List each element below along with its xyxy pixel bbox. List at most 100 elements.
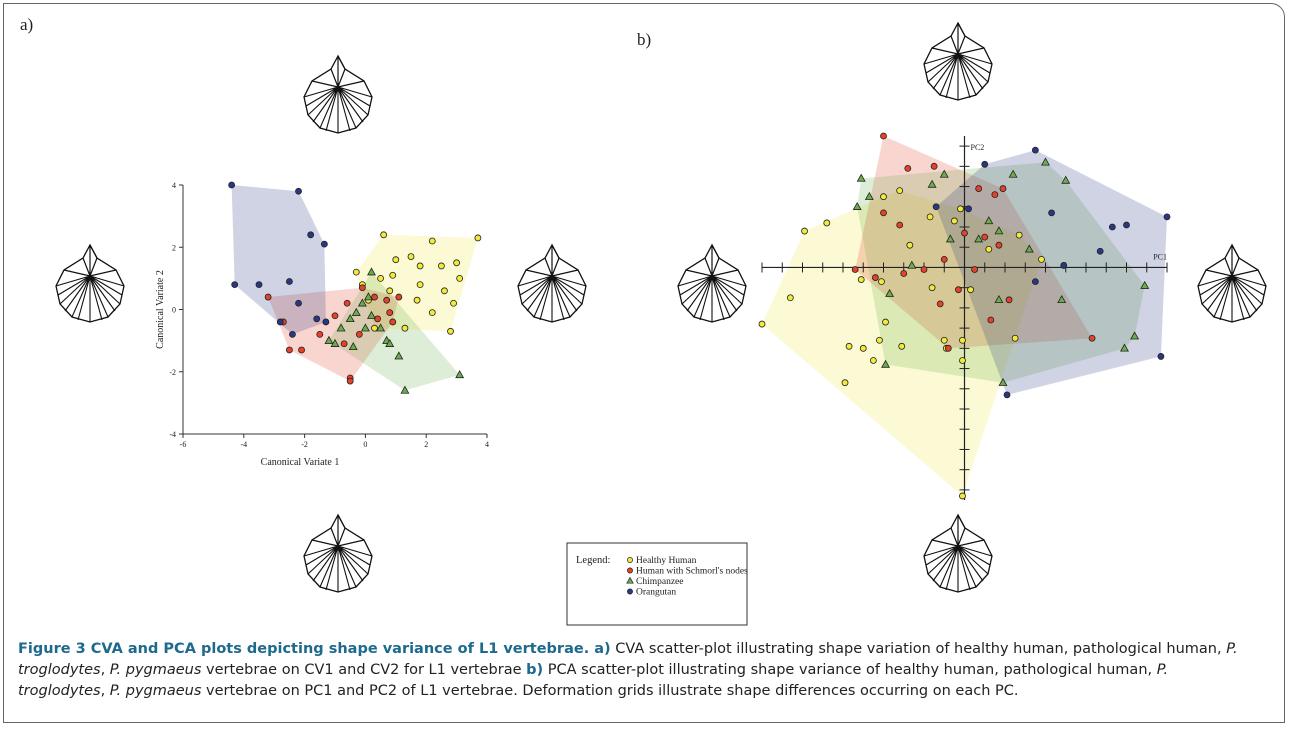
point [984, 216, 994, 225]
point [930, 162, 938, 170]
deformation-grid [677, 244, 747, 323]
point [407, 253, 415, 260]
point [907, 260, 917, 269]
point [880, 193, 887, 201]
point [940, 336, 948, 344]
deformation-grid [923, 22, 993, 101]
point [859, 344, 867, 352]
point [994, 226, 1004, 235]
y-tick-label: 2 [172, 243, 176, 252]
point [801, 227, 808, 235]
point [1031, 146, 1039, 154]
y-tick-label: 0 [172, 306, 176, 315]
point [906, 241, 914, 249]
point [324, 335, 334, 344]
point [758, 320, 766, 328]
x-axis-label: Canonical Variate 1 [261, 457, 340, 468]
point [322, 318, 330, 326]
point [959, 492, 966, 500]
point [881, 359, 891, 368]
point [961, 229, 968, 237]
point [395, 293, 403, 301]
point [920, 266, 928, 273]
point [340, 340, 348, 348]
y-tick-label: 4 [172, 181, 176, 190]
legend-label: Human with Schmorl's nodes [636, 567, 748, 577]
point [1140, 280, 1150, 289]
legend-label: Orangutan [636, 588, 676, 598]
caption-text: , [100, 662, 110, 678]
point [455, 370, 465, 379]
point [851, 266, 859, 273]
deformation-grid [517, 244, 587, 323]
caption-text: P. pygmaeus [109, 662, 202, 678]
point [878, 278, 885, 286]
point [316, 330, 324, 338]
point [945, 234, 955, 243]
point [474, 234, 482, 242]
point [959, 357, 966, 364]
caption-text: P. troglodytes [18, 662, 1169, 699]
point [898, 342, 906, 350]
point [896, 187, 904, 195]
point [823, 219, 831, 227]
legend-marker [627, 557, 633, 563]
point [1096, 247, 1104, 255]
point [845, 342, 853, 350]
caption-text: vertebrae on PC1 and PC2 of L1 vertebrae… [201, 683, 1019, 699]
legend-box [566, 542, 748, 626]
point [345, 314, 355, 323]
point [389, 318, 397, 326]
legend-marker [627, 567, 633, 574]
point [965, 205, 972, 213]
point [231, 281, 239, 289]
point [376, 323, 386, 332]
point [995, 241, 1003, 249]
point [1130, 331, 1140, 340]
legend-label: Healthy Human [636, 556, 697, 566]
point [1119, 343, 1129, 352]
point [428, 309, 436, 317]
point [447, 327, 454, 335]
caption-text: Figure 3 CVA and PCA plots depicting sha… [18, 641, 611, 657]
point [357, 298, 367, 307]
point [366, 310, 376, 319]
point [1003, 391, 1011, 399]
group-hull [936, 150, 1167, 395]
point [366, 267, 376, 276]
point [358, 284, 366, 292]
point [441, 287, 448, 295]
point [959, 336, 966, 344]
point [453, 259, 461, 267]
point [857, 276, 865, 283]
point [944, 344, 952, 352]
point [880, 209, 887, 217]
point [994, 294, 1004, 304]
point [363, 292, 373, 301]
point [1123, 221, 1130, 229]
panel-label: b) [637, 30, 651, 49]
point [428, 237, 436, 245]
point [900, 270, 908, 277]
deformation-grid [923, 514, 993, 593]
point [298, 346, 305, 354]
point [392, 256, 400, 264]
y-axis-label: Canonical Variate 2 [155, 270, 166, 349]
point [1008, 169, 1018, 178]
point [351, 307, 361, 316]
point [1057, 294, 1067, 304]
panel-label: a) [20, 15, 33, 34]
point [331, 312, 339, 320]
point [872, 274, 879, 281]
point [981, 160, 989, 168]
point [1088, 334, 1096, 342]
point [896, 221, 904, 229]
point [330, 338, 340, 347]
point [313, 315, 321, 323]
point [1005, 296, 1013, 304]
y-axis-label: PC2 [971, 143, 985, 152]
y-tick-label: -4 [169, 430, 176, 439]
point [955, 286, 962, 294]
point [456, 274, 464, 282]
